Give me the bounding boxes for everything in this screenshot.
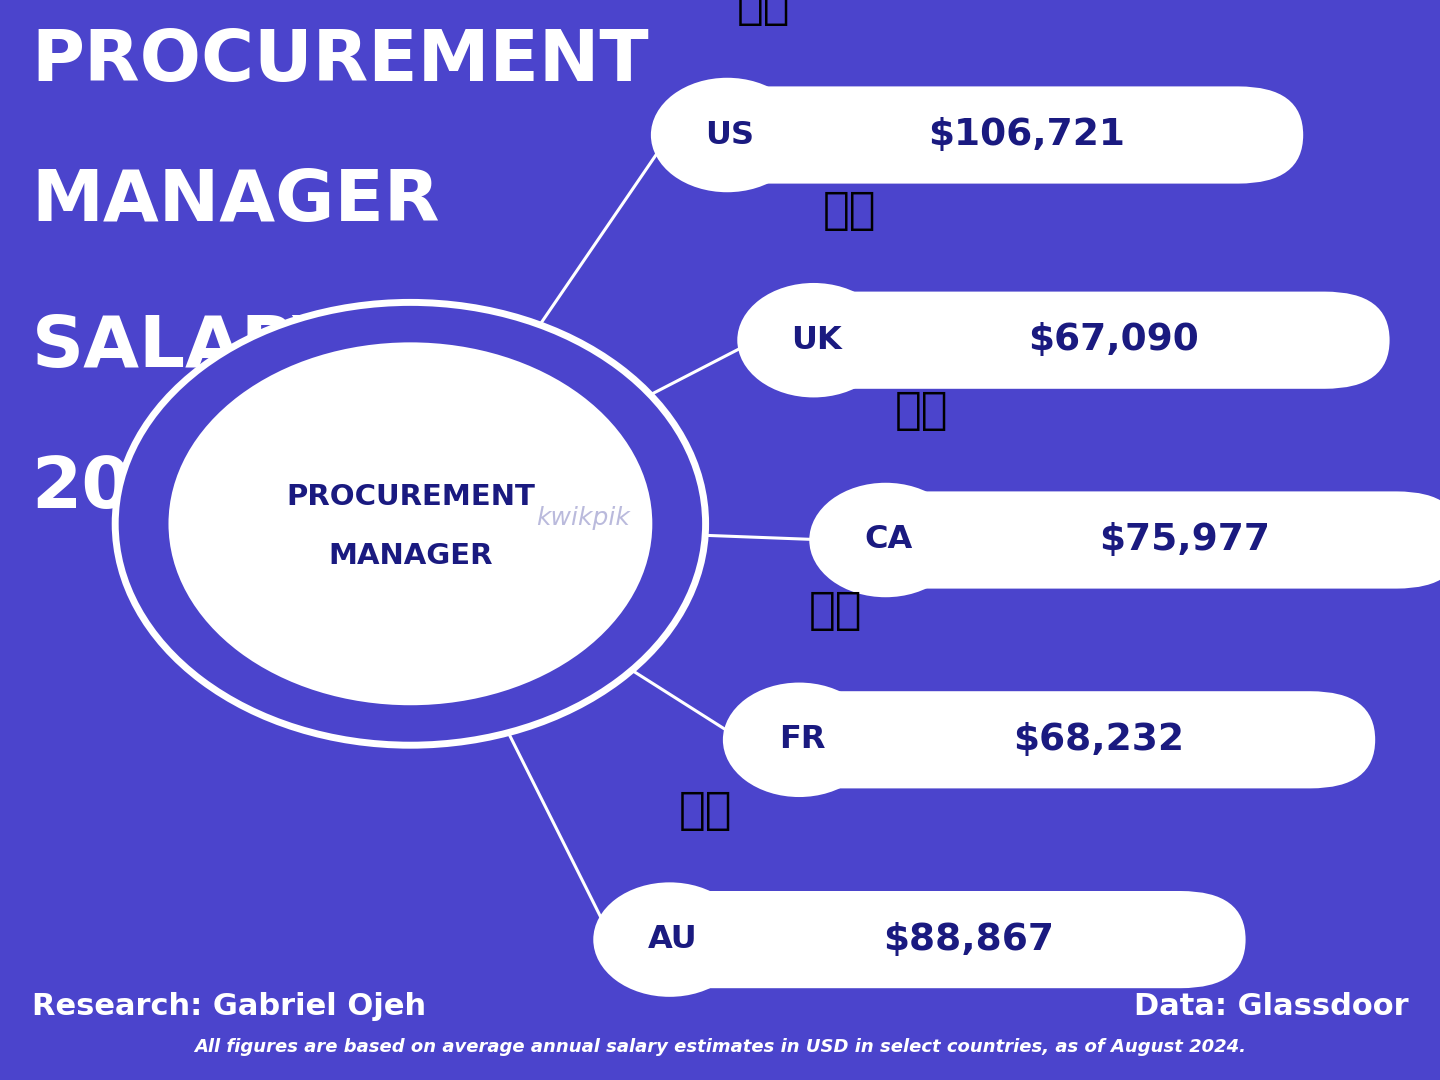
Text: FR: FR — [779, 725, 825, 755]
Text: kwikpik: kwikpik — [536, 507, 631, 530]
FancyBboxPatch shape — [662, 86, 1303, 184]
Text: $67,090: $67,090 — [1028, 322, 1198, 359]
FancyBboxPatch shape — [749, 292, 1390, 389]
Text: US: US — [706, 120, 755, 150]
Text: UK: UK — [791, 325, 842, 355]
Circle shape — [737, 283, 890, 397]
Text: MANAGER: MANAGER — [328, 542, 492, 570]
Circle shape — [168, 342, 652, 705]
Text: CA: CA — [864, 525, 913, 555]
Text: Data: Glassdoor: Data: Glassdoor — [1133, 993, 1408, 1021]
Text: AU: AU — [648, 924, 697, 955]
Circle shape — [809, 483, 962, 597]
FancyBboxPatch shape — [734, 691, 1375, 788]
FancyBboxPatch shape — [821, 491, 1440, 589]
Text: $106,721: $106,721 — [929, 117, 1125, 153]
Text: Research: Gabriel Ojeh: Research: Gabriel Ojeh — [32, 993, 426, 1021]
FancyBboxPatch shape — [605, 891, 1246, 988]
Text: 🇨🇦: 🇨🇦 — [894, 389, 949, 432]
Text: $88,867: $88,867 — [884, 921, 1054, 958]
Text: PROCUREMENT: PROCUREMENT — [287, 483, 534, 511]
Circle shape — [115, 302, 706, 745]
Text: 🇬🇧: 🇬🇧 — [822, 189, 877, 232]
Text: $75,977: $75,977 — [1100, 522, 1270, 558]
Text: $68,232: $68,232 — [1014, 721, 1184, 758]
Circle shape — [723, 683, 876, 797]
Text: 🇫🇷: 🇫🇷 — [808, 589, 863, 632]
Text: SALARY: SALARY — [32, 313, 346, 382]
Text: PROCUREMENT: PROCUREMENT — [32, 27, 649, 96]
Circle shape — [593, 882, 746, 997]
Text: 🇦🇺: 🇦🇺 — [678, 788, 733, 832]
Text: 2024: 2024 — [32, 454, 233, 523]
Text: All figures are based on average annual salary estimates in USD in select countr: All figures are based on average annual … — [194, 1038, 1246, 1056]
Text: MANAGER: MANAGER — [32, 167, 441, 237]
Text: 🇺🇸: 🇺🇸 — [736, 0, 791, 27]
Circle shape — [651, 78, 804, 192]
